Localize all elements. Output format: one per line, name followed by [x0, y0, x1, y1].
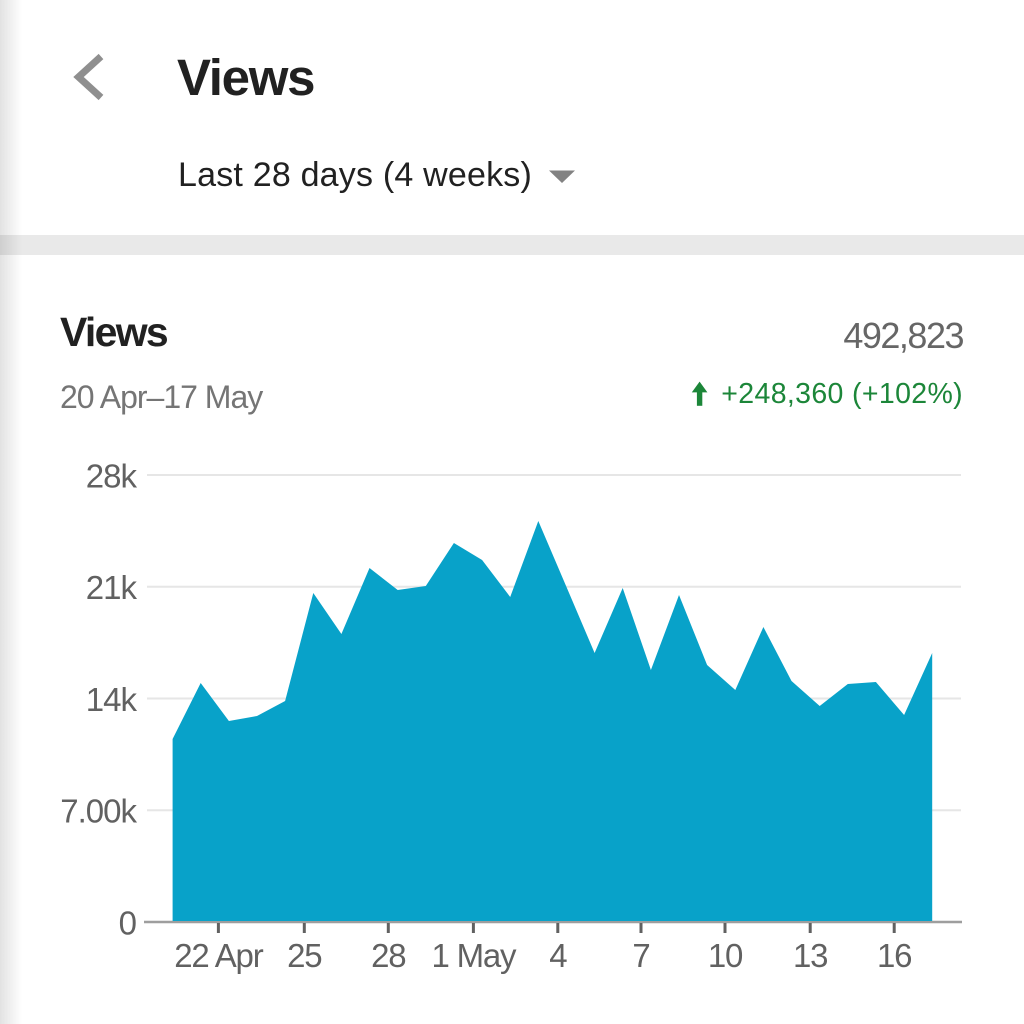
svg-text:28k: 28k — [86, 457, 138, 494]
svg-text:21k: 21k — [86, 569, 138, 606]
svg-text:16: 16 — [877, 937, 911, 974]
svg-text:4: 4 — [549, 937, 567, 974]
svg-text:25: 25 — [287, 937, 321, 974]
svg-text:1 May: 1 May — [431, 937, 517, 974]
svg-text:7.00k: 7.00k — [60, 793, 137, 830]
svg-text:7: 7 — [632, 937, 649, 974]
svg-text:10: 10 — [708, 937, 743, 974]
svg-text:13: 13 — [793, 937, 827, 974]
svg-text:22 Apr: 22 Apr — [174, 937, 263, 974]
svg-text:0: 0 — [119, 904, 137, 941]
svg-text:14k: 14k — [86, 681, 138, 718]
svg-text:28: 28 — [371, 937, 405, 974]
